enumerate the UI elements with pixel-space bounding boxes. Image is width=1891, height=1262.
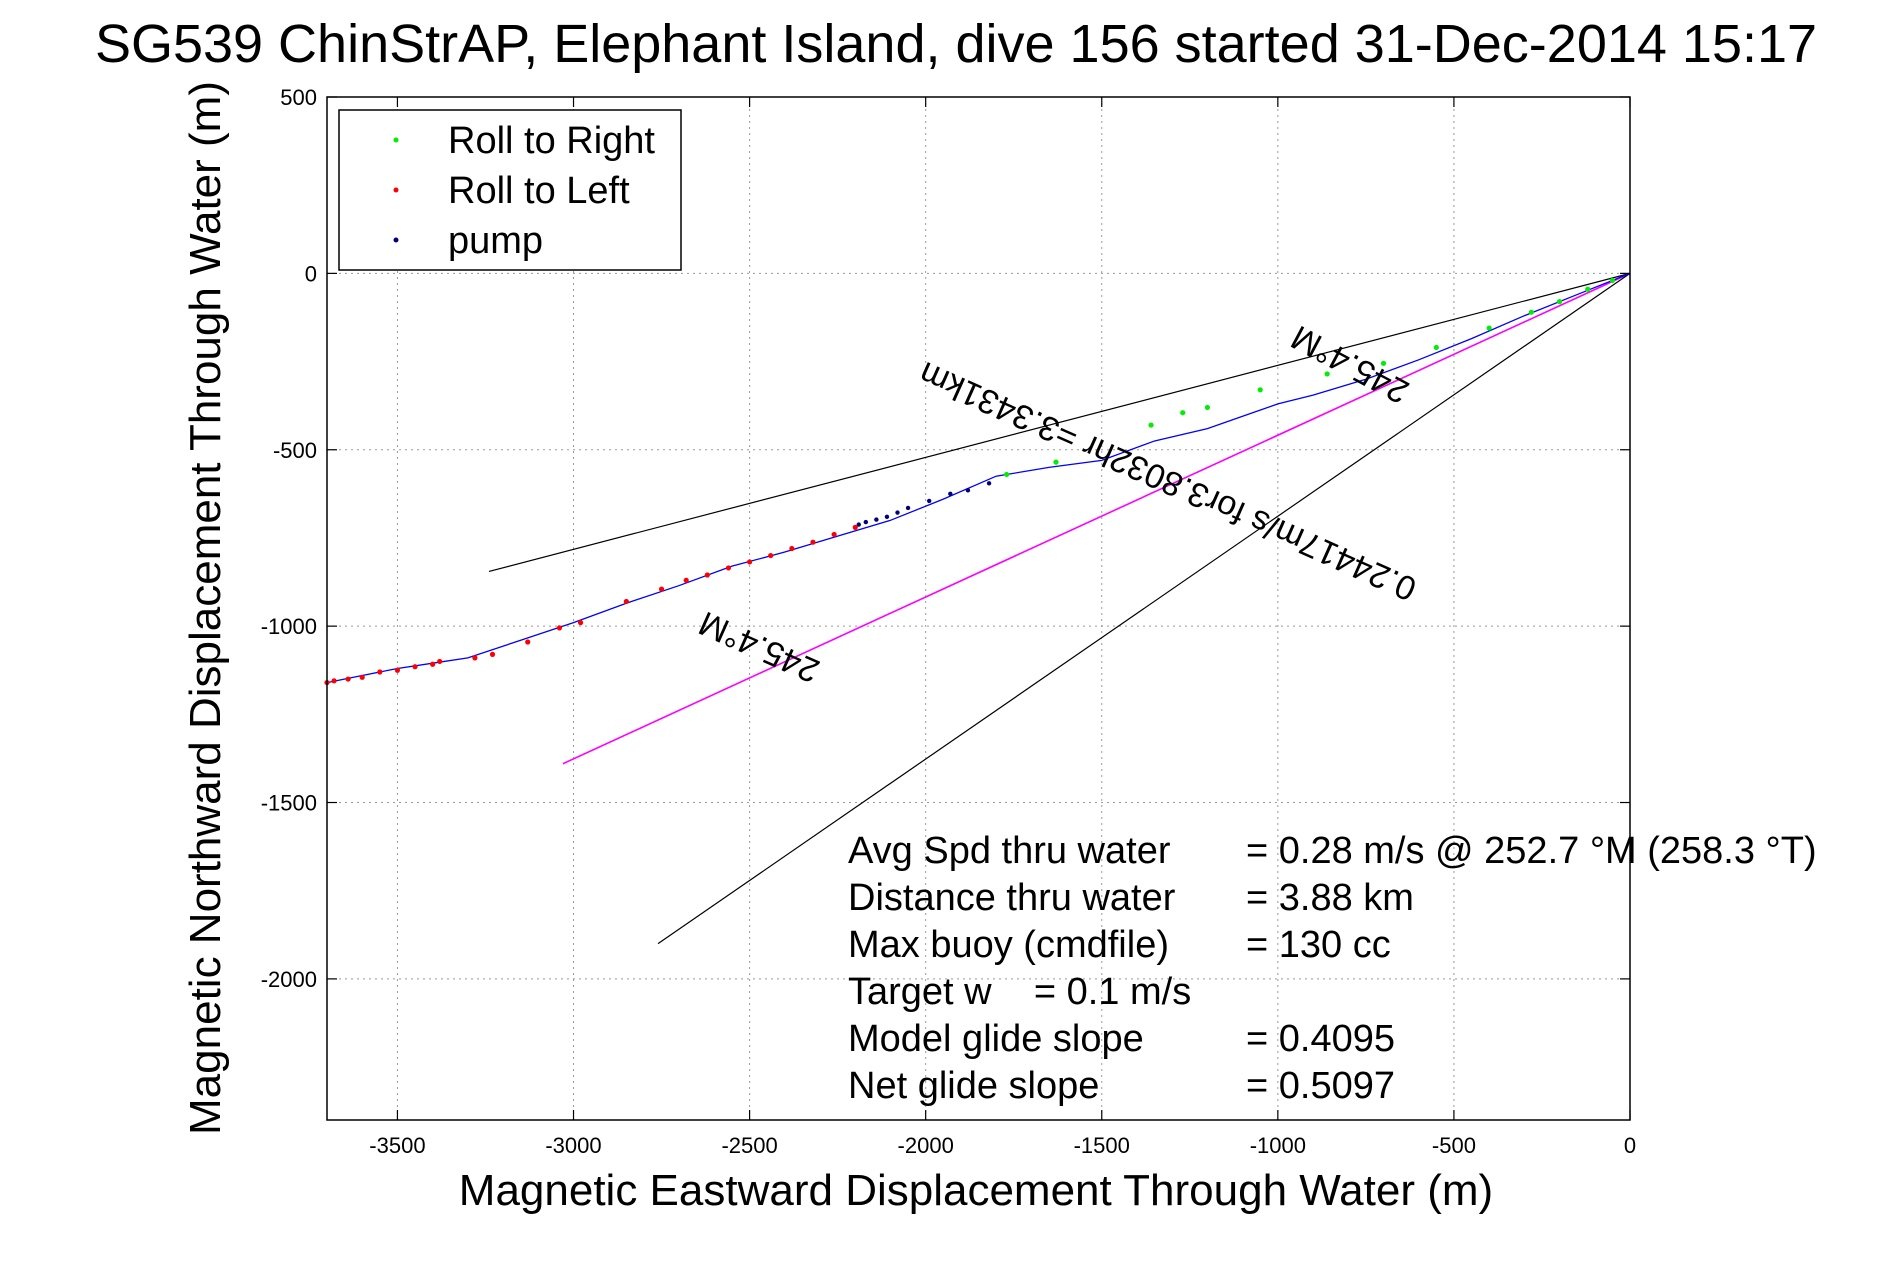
y-tick-label: -1000 (261, 614, 317, 639)
roll-left-point (437, 658, 443, 665)
plot-frame (326, 96, 1631, 1121)
roll-right-point (1004, 471, 1010, 478)
annotation-max-buoy-label: Max buoy (cmdfile) (848, 924, 1169, 966)
roll-markers (324, 277, 1615, 686)
roll-left-point (704, 572, 710, 578)
roll-right-point (1585, 286, 1591, 292)
roll-right-point (1609, 277, 1615, 284)
roll-left-point (430, 661, 436, 667)
annotation-net-glide-label: Net glide slope (848, 1065, 1099, 1107)
pump-point (926, 498, 932, 504)
roll-left-point (345, 676, 351, 682)
roll-left-point (331, 678, 337, 684)
roll-left-point (789, 545, 795, 552)
annotation-avg-speed-label: Avg Spd thru water (848, 830, 1171, 872)
annotation-distance-value: = 3.88 km (1246, 877, 1414, 919)
roll-left-point (377, 669, 383, 675)
pump-point (905, 505, 911, 511)
roll-right-point (1486, 325, 1492, 331)
track-line (326, 272, 1631, 684)
roll-left-point (746, 559, 753, 565)
annotation-distance-label: Distance thru water (848, 877, 1176, 919)
roll-right-point (1433, 344, 1439, 351)
pump-point (884, 514, 890, 519)
roll-left-point (412, 664, 418, 670)
y-tick-label: -2000 (261, 967, 317, 992)
grid (327, 97, 1630, 1120)
x-tick-label: -2500 (721, 1133, 777, 1158)
legend-marker-roll-left (393, 187, 399, 193)
roll-right-point (1053, 459, 1059, 465)
y-tick-label: 500 (280, 85, 317, 110)
roll-left-point (489, 651, 496, 657)
roll-right-point (1324, 371, 1330, 377)
y-axis-ticks: 500 0 -500 -1000 -1500 -2000 (261, 85, 1630, 992)
roll-left-point (852, 524, 858, 530)
roll-left-point (768, 552, 774, 559)
roll-right-point (1257, 387, 1263, 393)
pump-point (895, 510, 900, 515)
legend-label-pump: pump (448, 220, 543, 262)
x-axis-ticks: -3500 -3000 -2500 -2000 -1500 -1000 -500 0 (369, 97, 1636, 1158)
annotation-avg-speed-value: = 0.28 m/s @ 252.7 °M (258.3 °T) (1246, 830, 1817, 872)
roll-right-point (1528, 309, 1534, 315)
legend-marker-pump (393, 237, 399, 243)
annotation-model-glide-label: Model glide slope (848, 1018, 1144, 1060)
roll-right-point (1556, 299, 1563, 305)
chart-title: SG539 ChinStrAP, Elephant Island, dive 1… (95, 14, 1817, 74)
roll-left-point (810, 539, 816, 545)
lower-bound-line (657, 272, 1631, 945)
roll-left-point (577, 620, 584, 626)
pump-point (948, 491, 953, 497)
annotation-model-glide-value: = 0.4095 (1246, 1018, 1395, 1060)
stats-annotation: Avg Spd thru water = 0.28 m/s @ 252.7 °M… (848, 830, 1817, 1107)
roll-left-point (556, 625, 563, 631)
y-tick-label: -500 (273, 438, 317, 463)
x-tick-label: -500 (1432, 1133, 1476, 1158)
x-tick-label: -3000 (545, 1133, 601, 1158)
x-tick-label: 0 (1624, 1133, 1636, 1158)
y-tick-label: -1500 (261, 791, 317, 816)
track-series (326, 272, 1631, 684)
reference-lines (488, 272, 1631, 945)
pump-point (856, 522, 861, 527)
roll-right-point (1148, 422, 1154, 428)
roll-left-point (725, 565, 732, 571)
y-axis-label: Magnetic Northward Displacement Through … (181, 81, 230, 1135)
x-tick-label: -2000 (898, 1133, 954, 1158)
upper-bound-line (488, 272, 1631, 573)
roll-left-point (831, 531, 837, 538)
legend-marker-roll-right (393, 137, 399, 143)
roll-left-point (683, 577, 689, 583)
heading-line (562, 272, 1631, 765)
x-axis-label: Magnetic Eastward Displacement Through W… (459, 1166, 1493, 1215)
annotation-net-glide-value: = 0.5097 (1246, 1065, 1395, 1107)
roll-right-point (1180, 410, 1186, 416)
x-tick-label: -1000 (1250, 1133, 1306, 1158)
roll-left-point (525, 639, 531, 645)
legend: Roll to Right Roll to Left pump (338, 109, 682, 271)
pump-point (986, 481, 992, 486)
pump-point (863, 519, 869, 525)
pump-point (874, 517, 879, 522)
roll-left-point (394, 667, 401, 673)
legend-label-roll-left: Roll to Left (448, 170, 630, 212)
y-tick-label: 0 (305, 261, 317, 286)
annotation-max-buoy-value: = 130 cc (1246, 924, 1391, 966)
x-tick-label: -1500 (1074, 1133, 1130, 1158)
roll-left-point (623, 598, 629, 605)
roll-right-point (1380, 360, 1387, 366)
legend-label-roll-right: Roll to Right (448, 120, 655, 162)
x-tick-label: -3500 (369, 1133, 425, 1158)
roll-left-point (658, 586, 665, 592)
roll-left-point (472, 655, 478, 661)
pump-point (965, 488, 971, 493)
annotation-target-w: Target w = 0.1 m/s (848, 971, 1191, 1013)
roll-right-point (1204, 404, 1211, 411)
roll-left-point (359, 674, 365, 680)
